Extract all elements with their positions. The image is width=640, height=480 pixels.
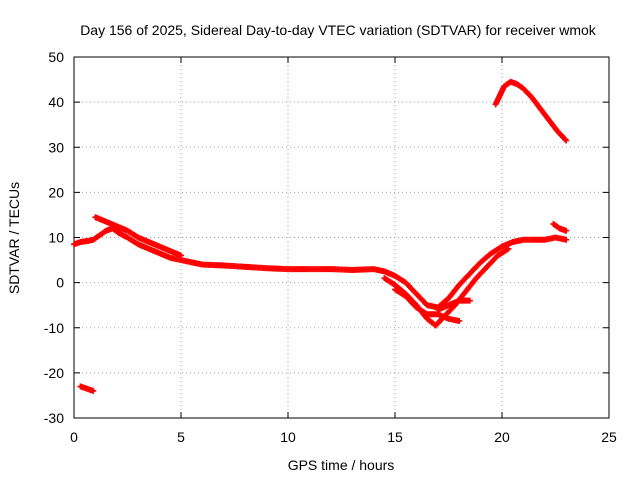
y-axis-ticks: -30 -20 -10 0 10 20 30 40 50 (44, 49, 609, 426)
x-axis-ticks: 0 5 10 15 20 25 (70, 57, 617, 445)
y-tick-label: -10 (44, 320, 64, 336)
data-point (563, 236, 570, 243)
y-tick-label: 0 (56, 275, 64, 291)
data-point (563, 227, 570, 234)
series-arc-a (71, 225, 570, 311)
series-arc-b (92, 214, 184, 259)
series-arc-h (77, 383, 97, 394)
series-arc-d (392, 286, 463, 324)
x-tick-label: 25 (601, 429, 617, 445)
series-arc-f (492, 78, 570, 144)
x-tick-label: 10 (280, 429, 296, 445)
y-tick-label: 50 (48, 49, 64, 65)
x-tick-label: 20 (494, 429, 510, 445)
y-tick-label: -20 (44, 365, 64, 381)
x-tick-label: 15 (387, 429, 403, 445)
data-point (456, 317, 463, 324)
series-arc-e (434, 297, 473, 313)
chart-title: Day 156 of 2025, Sidereal Day-to-day VTE… (80, 22, 597, 38)
y-tick-label: 20 (48, 184, 64, 200)
x-tick-label: 5 (177, 429, 185, 445)
data-point (505, 245, 512, 252)
data-point (563, 137, 570, 144)
data-point (90, 387, 97, 394)
data-point (178, 252, 184, 259)
y-tick-label: 30 (48, 139, 64, 155)
gridlines (74, 57, 609, 418)
y-axis-label: SDTVAR / TECUs (6, 182, 22, 294)
data-point (466, 297, 473, 304)
data-points (71, 78, 570, 394)
x-axis-label: GPS time / hours (288, 457, 395, 473)
y-tick-label: -30 (44, 410, 64, 426)
series-arc-g (550, 220, 570, 234)
y-tick-label: 10 (48, 230, 64, 246)
data-point (562, 136, 569, 143)
x-tick-label: 0 (70, 429, 78, 445)
y-tick-label: 40 (48, 94, 64, 110)
